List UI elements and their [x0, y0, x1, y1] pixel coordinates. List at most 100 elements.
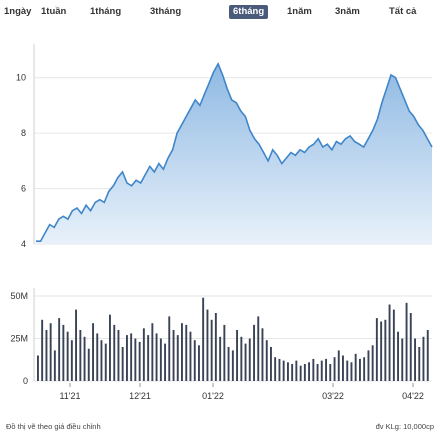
volume-bar — [126, 335, 128, 381]
volume-bar — [409, 313, 412, 381]
volume-bar — [189, 331, 192, 381]
volume-bar — [287, 362, 289, 381]
volume-bar — [147, 335, 150, 381]
volume-bar — [342, 355, 344, 381]
volume-bar — [185, 324, 188, 381]
volume-bar — [92, 323, 95, 381]
volume-bar — [130, 333, 133, 381]
volume-bar — [134, 338, 137, 381]
volume-bar — [176, 335, 179, 381]
range-tab-1-day[interactable]: 1ngày — [4, 6, 32, 17]
volume-bar — [240, 336, 243, 381]
volume-bar — [104, 343, 107, 381]
volume-bar — [270, 347, 272, 381]
volume-bar — [37, 355, 39, 381]
volume-bar — [363, 357, 366, 381]
volume-bar — [397, 331, 400, 381]
volume-bar — [367, 350, 370, 381]
price-y-axis: 4 6 8 10 — [16, 73, 26, 249]
volume-bar — [325, 358, 328, 381]
price-area — [36, 63, 432, 245]
volume-bar — [70, 340, 73, 381]
volume-bar — [375, 318, 378, 381]
volume-bar — [299, 365, 302, 381]
volume-bar — [414, 338, 417, 381]
volume-bar — [371, 345, 374, 381]
volume-bar — [274, 357, 277, 381]
volume-bars — [37, 297, 429, 381]
volume-bar — [231, 350, 234, 381]
x-tick-label: 03'22 — [322, 391, 344, 401]
volume-y-tick-label: 25M — [10, 334, 28, 344]
volume-bar — [155, 333, 158, 381]
range-selector: 1ngày 1tuần 1tháng 3tháng 6tháng 1năm 3n… — [0, 0, 444, 22]
volume-bar — [401, 338, 404, 381]
volume-bar — [223, 324, 226, 381]
x-tick-label: 11'21 — [59, 391, 80, 401]
x-tick-label: 01'22 — [202, 391, 224, 401]
volume-bar — [278, 358, 281, 381]
volume-bar — [405, 302, 408, 381]
volume-bar — [380, 321, 383, 381]
volume-bar — [291, 364, 294, 381]
volume-bar — [236, 330, 239, 381]
volume-bar — [168, 316, 171, 381]
volume-bar — [62, 324, 65, 381]
x-axis: 11'21 12'21 01'22 03'22 04'22 — [59, 383, 424, 401]
price-y-tick-label: 10 — [16, 73, 26, 83]
volume-bar — [49, 323, 52, 381]
volume-bar — [295, 360, 298, 381]
volume-bar — [257, 316, 260, 381]
range-tab-6-months[interactable]: 6tháng — [229, 5, 269, 19]
volume-bar — [202, 297, 205, 381]
volume-bar — [418, 347, 421, 381]
volume-bar — [261, 328, 264, 381]
range-tab-1-month[interactable]: 1tháng — [90, 6, 122, 17]
volume-bar — [96, 333, 99, 381]
volume-bar — [121, 347, 124, 381]
price-line — [36, 62, 433, 242]
volume-bar — [142, 328, 145, 381]
volume-bar — [66, 331, 69, 381]
volume-bar — [329, 364, 332, 381]
volume-bar — [113, 324, 116, 381]
volume-bar — [219, 336, 222, 381]
range-tab-3-months[interactable]: 3tháng — [150, 6, 182, 17]
volume-bar — [151, 323, 154, 381]
volume-bar — [214, 313, 217, 381]
volume-bar — [100, 340, 103, 381]
volume-bar — [206, 309, 209, 381]
range-tab-1-year[interactable]: 1năm — [287, 6, 312, 17]
price-y-tick-label: 4 — [21, 239, 26, 249]
volume-bar — [164, 343, 167, 381]
volume-bar — [227, 347, 230, 381]
volume-bar — [83, 336, 86, 381]
volume-bar — [337, 350, 340, 381]
volume-y-axis: 0 25M 50M — [10, 291, 28, 386]
volume-bar — [308, 362, 311, 381]
range-tab-all[interactable]: Tất cả — [389, 6, 417, 17]
volume-unit-note: đv KLg: 10,000cp — [375, 422, 434, 431]
volume-bar — [193, 340, 196, 381]
stock-chart: 4 6 8 10 0 25M 50M 11'21 12'21 01'22 03'22 04'22 — [10, 44, 433, 401]
range-tab-3-years[interactable]: 3năm — [335, 6, 360, 17]
volume-bar — [159, 338, 162, 381]
volume-bar — [244, 343, 247, 381]
range-tab-1-week[interactable]: 1tuần — [41, 6, 67, 17]
volume-bar — [384, 319, 387, 381]
volume-bar — [172, 330, 175, 381]
volume-bar — [388, 304, 391, 381]
volume-bar — [248, 338, 251, 381]
price-y-tick-label: 8 — [21, 128, 26, 138]
volume-bar — [426, 330, 429, 381]
x-tick-label: 04'22 — [402, 391, 424, 401]
volume-bar — [181, 323, 183, 381]
volume-bar — [138, 341, 141, 381]
adjusted-price-note: Đồ thị vẽ theo giá điều chỉnh — [6, 422, 101, 431]
volume-bar — [45, 330, 48, 381]
volume-bar — [198, 345, 200, 381]
volume-bar — [282, 360, 285, 381]
volume-bar — [41, 319, 44, 381]
volume-bar — [333, 357, 336, 381]
volume-bar — [392, 309, 395, 381]
